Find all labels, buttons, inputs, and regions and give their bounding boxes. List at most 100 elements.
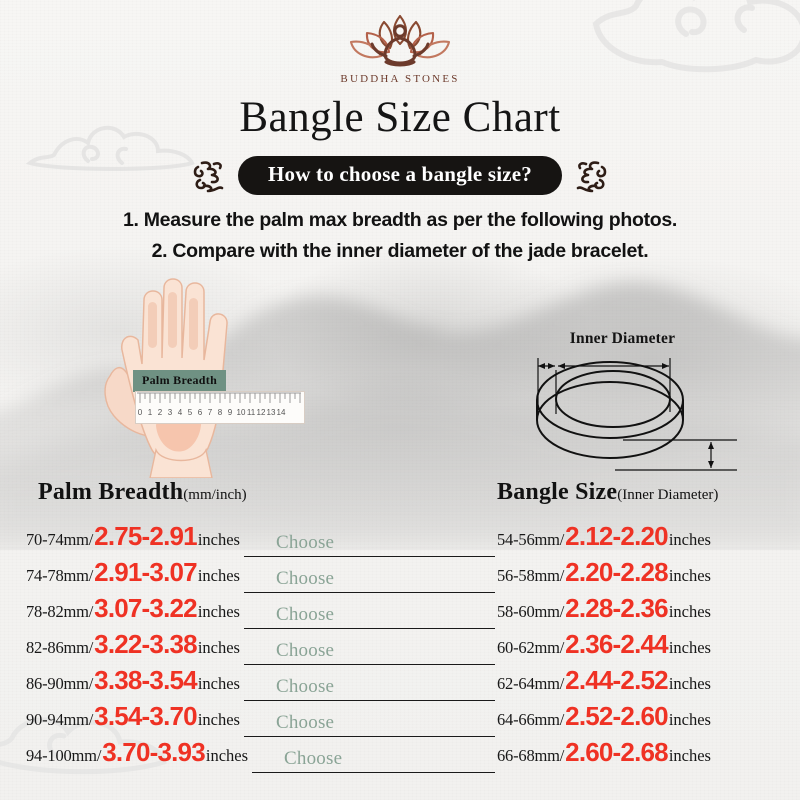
choose-underline	[243, 592, 495, 593]
size-inch-range: 2.60-2.68	[565, 737, 668, 767]
table-row[interactable]: 78-82mm/3.07-3.22 inches Choose	[26, 593, 495, 631]
size-inch-range: 2.20-2.28	[565, 557, 668, 587]
choose-field[interactable]: Choose	[243, 709, 495, 739]
palm-breadth-table: 70-74mm/2.75-2.91 inches Choose 74-78mm/2.9…	[26, 521, 495, 775]
choose-field[interactable]: Choose	[243, 673, 495, 703]
brand-name: BUDDHA STONES	[340, 73, 460, 85]
svg-text:3: 3	[168, 408, 173, 417]
choose-field[interactable]: Choose	[243, 601, 495, 631]
table-row[interactable]: 94-100mm/3.70-3.93 inches Choose	[26, 737, 495, 775]
page-title: Bangle Size Chart	[239, 94, 561, 141]
instruction-step-1: 1. Measure the palm max breadth as per t…	[122, 209, 678, 231]
svg-text:2: 2	[158, 408, 163, 417]
section-title-right: Bangle Size	[497, 479, 618, 505]
size-unit-label: inches	[197, 602, 240, 621]
svg-text:1: 1	[148, 408, 153, 417]
size-mm-range: 74-78mm/	[26, 566, 94, 585]
size-unit-label: inches	[197, 530, 240, 549]
table-row: 62-64mm/2.44-2.52 inches	[497, 667, 797, 703]
size-inch-range: 2.12-2.20	[565, 521, 668, 551]
table-row[interactable]: 74-78mm/2.91-3.07 inches Choose	[26, 557, 495, 595]
cloud-motif-top-left	[25, 126, 195, 171]
size-inch-range: 3.70-3.93	[102, 737, 205, 767]
table-row: 54-56mm/2.12-2.20 inches	[497, 523, 797, 559]
table-row: 60-62mm/2.36-2.44 inches	[497, 631, 797, 667]
bangle-ring-icon	[536, 358, 737, 471]
choose-field[interactable]: Choose	[243, 529, 495, 559]
table-row: 58-60mm/2.28-2.36 inches	[497, 595, 797, 631]
size-unit-label: inches	[197, 710, 240, 729]
cloud-motif-top-right	[592, 0, 800, 73]
size-inch-range: 2.75-2.91	[94, 521, 197, 551]
svg-text:10: 10	[237, 408, 246, 417]
choose-label[interactable]: Choose	[275, 604, 335, 625]
size-unit-label: inches	[205, 746, 249, 765]
choose-label[interactable]: Choose	[275, 712, 335, 733]
size-inch-range: 2.52-2.60	[565, 701, 668, 731]
scroll-flourish-left-icon	[193, 161, 224, 193]
svg-text:5: 5	[188, 408, 193, 417]
svg-text:13: 13	[267, 408, 276, 417]
size-inch-range: 2.91-3.07	[94, 557, 197, 587]
svg-text:11: 11	[247, 408, 256, 417]
svg-text:12: 12	[257, 408, 266, 417]
table-row[interactable]: 70-74mm/2.75-2.91 inches Choose	[26, 521, 495, 559]
size-unit-label: inches	[197, 674, 240, 693]
table-row: 56-58mm/2.20-2.28 inches	[497, 559, 797, 595]
how-to-choose-banner: How to choose a bangle size?	[238, 155, 562, 195]
table-row[interactable]: 86-90mm/3.38-3.54 inches Choose	[26, 667, 495, 703]
size-mm-range: 94-100mm/	[26, 746, 102, 765]
svg-text:6: 6	[198, 408, 203, 417]
size-unit-label: inches	[197, 566, 240, 585]
choose-field[interactable]: Choose	[243, 637, 495, 667]
svg-text:0: 0	[138, 408, 143, 417]
choose-label[interactable]: Choose	[275, 640, 335, 661]
size-inch-range: 3.22-3.38	[94, 629, 197, 659]
bangle-diagram: Inner Diameter	[505, 330, 740, 475]
size-unit-label: inches	[668, 746, 711, 765]
size-inch-range: 3.07-3.22	[94, 593, 197, 623]
size-mm-range: 82-86mm/	[26, 638, 94, 657]
size-unit-label: inches	[668, 710, 711, 729]
bangle-size-table: 54-56mm/2.12-2.20 inches 56-58mm/2.20-2.28…	[497, 523, 797, 775]
size-unit-label: inches	[668, 638, 711, 657]
size-mm-range: 70-74mm/	[26, 530, 94, 549]
choose-label[interactable]: Choose	[275, 532, 335, 553]
svg-text:4: 4	[178, 408, 183, 417]
lotus-meditation-icon	[349, 14, 451, 67]
section-heading-bangle-size: Bangle Size(Inner Diameter)	[497, 479, 718, 506]
table-row: 66-68mm/2.60-2.68 inches	[497, 739, 797, 775]
size-mm-range: 54-56mm/	[497, 530, 565, 549]
table-row[interactable]: 82-86mm/3.22-3.38 inches Choose	[26, 629, 495, 667]
size-unit-label: inches	[197, 638, 240, 657]
banner-row: How to choose a bangle size?	[0, 155, 800, 195]
choose-label[interactable]: Choose	[284, 748, 343, 769]
choose-label[interactable]: Choose	[275, 676, 335, 697]
svg-text:14: 14	[277, 408, 286, 417]
size-mm-range: 66-68mm/	[497, 746, 565, 765]
choose-field[interactable]: Choose	[252, 745, 495, 775]
choose-field[interactable]: Choose	[243, 565, 495, 595]
choose-underline	[243, 700, 495, 701]
svg-text:8: 8	[218, 408, 223, 417]
choose-underline	[243, 664, 495, 665]
size-unit-label: inches	[668, 674, 711, 693]
brand-logo: BUDDHA STONES	[0, 10, 800, 85]
hand-illustration: Palm Breadth	[100, 278, 325, 479]
choose-underline	[252, 772, 495, 773]
size-mm-range: 56-58mm/	[497, 566, 565, 585]
table-row[interactable]: 90-94mm/3.54-3.70 inches Choose	[26, 701, 495, 739]
size-unit-label: inches	[668, 566, 711, 585]
palm-breadth-label: Palm Breadth	[133, 370, 227, 392]
choose-underline	[243, 736, 495, 737]
section-heading-palm-breadth: Palm Breadth(mm/inch)	[38, 479, 247, 506]
section-unit-left: (mm/inch)	[183, 487, 247, 503]
size-inch-range: 3.54-3.70	[94, 701, 197, 731]
choose-label[interactable]: Choose	[275, 568, 335, 589]
size-mm-range: 62-64mm/	[497, 674, 565, 693]
size-inch-range: 2.28-2.36	[565, 593, 668, 623]
size-mm-range: 58-60mm/	[497, 602, 565, 621]
size-mm-range: 86-90mm/	[26, 674, 94, 693]
cloud-motif-bottom-left	[0, 717, 167, 775]
svg-text:7: 7	[208, 408, 213, 417]
